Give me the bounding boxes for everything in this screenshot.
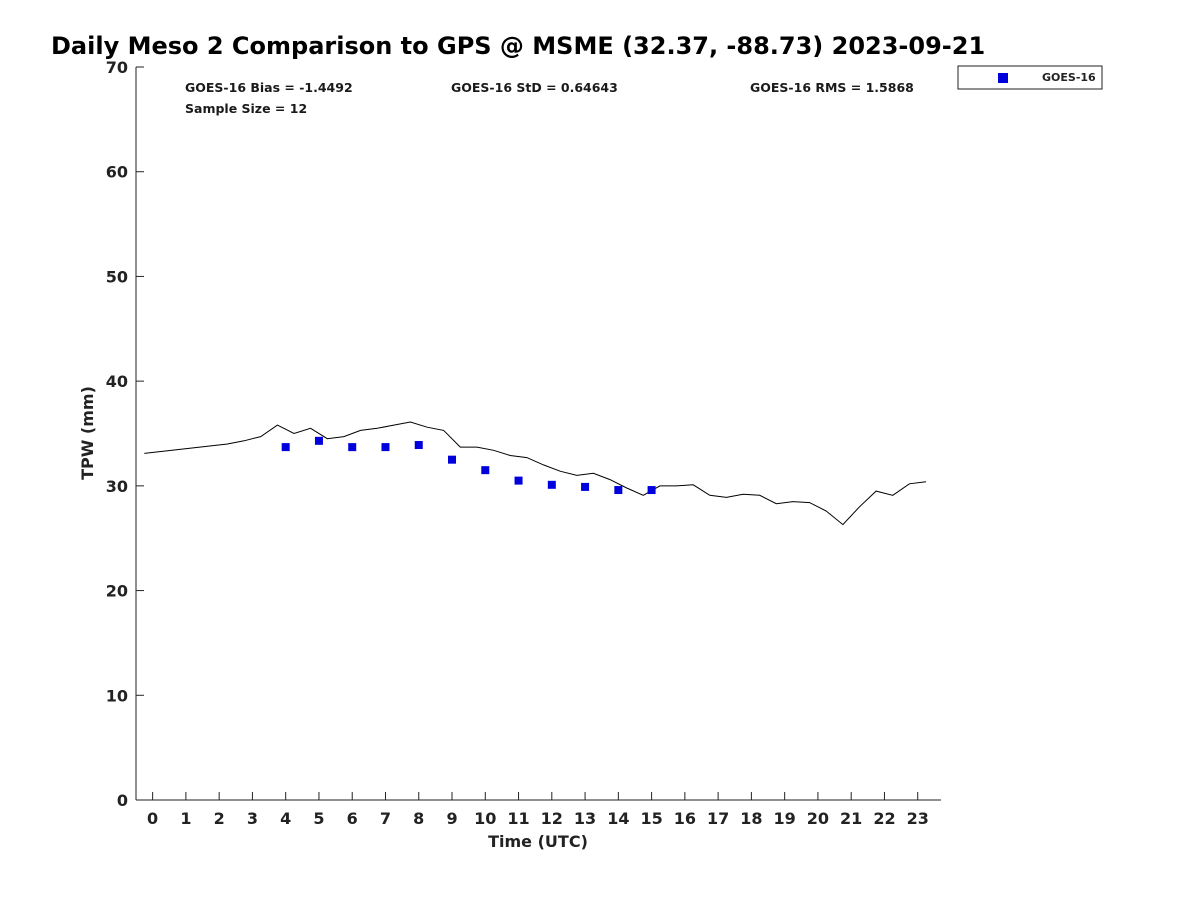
gps-series-line — [144, 421, 927, 526]
y-tick-label: 30 — [106, 477, 128, 496]
x-tick-label: 2 — [214, 809, 225, 828]
y-tick-label: 0 — [117, 791, 128, 810]
x-tick-label: 13 — [574, 809, 596, 828]
x-tick-label: 5 — [313, 809, 324, 828]
x-tick-label: 23 — [907, 809, 929, 828]
x-tick-label: 4 — [280, 809, 291, 828]
x-tick-label: 20 — [807, 809, 829, 828]
x-tick-label: 22 — [873, 809, 895, 828]
goes16-point — [448, 455, 457, 464]
x-tick-label: 7 — [380, 809, 391, 828]
x-tick-label: 0 — [147, 809, 158, 828]
x-tick-label: 10 — [474, 809, 496, 828]
x-tick-label: 21 — [840, 809, 862, 828]
y-tick-label: 40 — [106, 372, 128, 391]
y-tick-label: 50 — [106, 267, 128, 286]
goes16-point — [414, 441, 423, 450]
goes16-point — [381, 443, 390, 452]
rms-stat: GOES-16 RMS = 1.5868 — [750, 80, 914, 95]
y-tick-label: 10 — [106, 686, 128, 705]
goes16-point — [614, 486, 623, 495]
y-tick-label: 60 — [106, 163, 128, 182]
bias-stat: GOES-16 Bias = -1.4492 — [185, 80, 353, 95]
goes16-point — [348, 443, 357, 452]
goes16-point — [314, 436, 323, 445]
sample-size-stat: Sample Size = 12 — [185, 101, 307, 116]
goes16-point — [281, 443, 290, 452]
x-tick-label: 8 — [413, 809, 424, 828]
x-tick-label: 17 — [707, 809, 729, 828]
legend: GOES-16 — [957, 65, 1103, 90]
x-tick-label: 1 — [180, 809, 191, 828]
x-tick-label: 12 — [541, 809, 563, 828]
y-axis-label: TPW (mm) — [78, 386, 97, 480]
x-axis-ticks: 0 1 2 3 4 5 6 7 8 9 10 11 12 13 14 15 16 17 18 19 20 21 22 23 — [147, 792, 929, 828]
x-tick-label: 3 — [247, 809, 258, 828]
x-tick-label: 16 — [674, 809, 696, 828]
x-tick-label: 14 — [607, 809, 629, 828]
legend-marker-goes16 — [998, 73, 1008, 83]
goes16-point — [514, 476, 523, 485]
x-tick-label: 15 — [640, 809, 662, 828]
x-tick-label: 9 — [446, 809, 457, 828]
y-axis-ticks: 0 10 20 30 40 50 60 70 — [106, 58, 144, 810]
chart-title: Daily Meso 2 Comparison to GPS @ MSME (3… — [51, 32, 985, 60]
goes16-point — [547, 480, 556, 489]
series-layer — [144, 421, 927, 526]
x-axis-label: Time (UTC) — [488, 832, 588, 851]
y-tick-label: 70 — [106, 58, 128, 77]
legend-label-goes16: GOES-16 — [1042, 71, 1096, 84]
x-tick-label: 19 — [774, 809, 796, 828]
x-tick-label: 11 — [507, 809, 529, 828]
legend-box — [957, 65, 1103, 90]
x-tick-label: 6 — [347, 809, 358, 828]
goes16-point — [647, 486, 656, 495]
x-tick-label: 18 — [740, 809, 762, 828]
goes16-point — [481, 466, 490, 475]
y-tick-label: 20 — [106, 582, 128, 601]
goes16-point — [581, 482, 590, 491]
std-stat: GOES-16 StD = 0.64643 — [451, 80, 618, 95]
